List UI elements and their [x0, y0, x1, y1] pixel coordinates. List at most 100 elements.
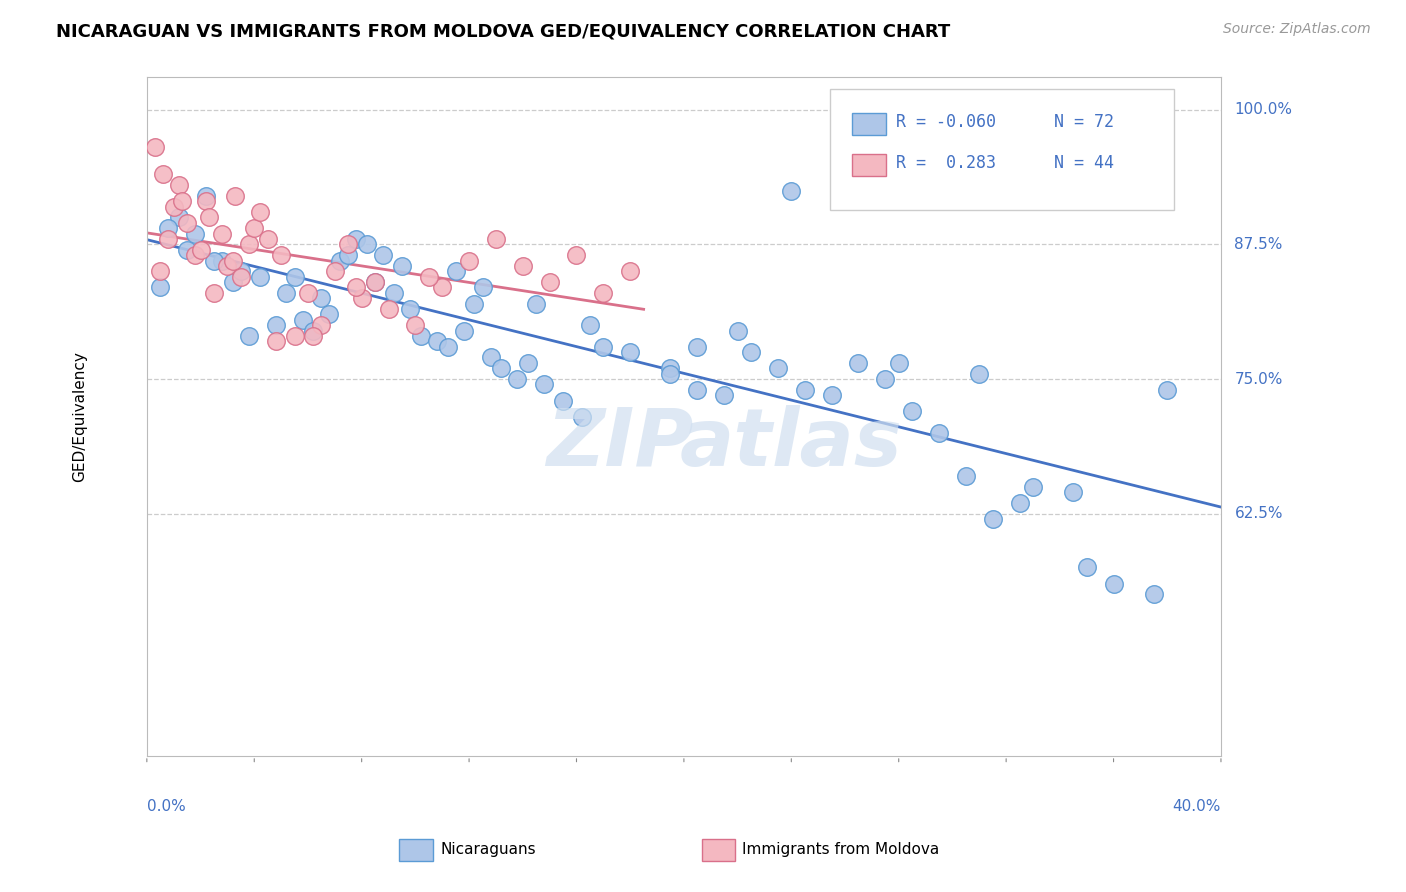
Point — [256, 232, 278, 246]
Point — [436, 340, 458, 354]
Point — [619, 345, 641, 359]
Point — [373, 248, 395, 262]
Point — [928, 425, 950, 440]
Point — [458, 253, 481, 268]
Point — [592, 285, 614, 300]
Point — [820, 388, 842, 402]
Text: R = -0.060: R = -0.060 — [896, 113, 995, 131]
Point — [311, 291, 333, 305]
Point — [167, 211, 190, 225]
Point — [190, 243, 212, 257]
Point — [157, 221, 180, 235]
Point — [297, 285, 319, 300]
Point — [981, 512, 1004, 526]
Point — [243, 221, 266, 235]
Point — [249, 205, 271, 219]
Point — [875, 372, 897, 386]
Point — [491, 361, 513, 376]
Point — [302, 324, 325, 338]
Text: Immigrants from Moldova: Immigrants from Moldova — [742, 842, 939, 856]
Point — [453, 324, 475, 338]
Text: 100.0%: 100.0% — [1234, 103, 1292, 117]
Point — [337, 237, 360, 252]
Text: ZIP: ZIP — [546, 405, 693, 483]
Point — [418, 269, 440, 284]
Point — [176, 243, 198, 257]
Text: NICARAGUAN VS IMMIGRANTS FROM MOLDOVA GED/EQUIVALENCY CORRELATION CHART: NICARAGUAN VS IMMIGRANTS FROM MOLDOVA GE… — [56, 22, 950, 40]
Point — [197, 211, 219, 225]
Point — [276, 285, 298, 300]
Point — [1102, 576, 1125, 591]
Point — [848, 356, 870, 370]
Text: Nicaraguans: Nicaraguans — [440, 842, 536, 856]
Point — [479, 351, 502, 365]
Point — [283, 329, 305, 343]
Point — [167, 178, 190, 193]
Text: atlas: atlas — [681, 405, 903, 483]
Point — [184, 227, 207, 241]
Text: N = 72: N = 72 — [1054, 113, 1115, 131]
Point — [887, 356, 910, 370]
Point — [249, 269, 271, 284]
Text: 40.0%: 40.0% — [1173, 799, 1220, 814]
Point — [152, 167, 174, 181]
Point — [318, 307, 340, 321]
Point — [1062, 485, 1084, 500]
Point — [329, 253, 352, 268]
Text: N = 44: N = 44 — [1054, 154, 1115, 172]
Text: Source: ZipAtlas.com: Source: ZipAtlas.com — [1223, 22, 1371, 37]
Text: R =  0.283: R = 0.283 — [896, 154, 995, 172]
Point — [727, 324, 749, 338]
Point — [302, 329, 325, 343]
Point — [211, 227, 233, 241]
Point — [399, 301, 422, 316]
Point — [163, 200, 186, 214]
Point — [686, 383, 709, 397]
Point — [149, 264, 172, 278]
Point — [1022, 480, 1045, 494]
Point — [1008, 496, 1031, 510]
Point — [194, 189, 217, 203]
Point — [264, 318, 287, 333]
Point — [512, 259, 534, 273]
Point — [538, 275, 561, 289]
Point — [143, 140, 166, 154]
Point — [1143, 587, 1166, 601]
Point — [444, 264, 467, 278]
Point — [579, 318, 602, 333]
Point — [1076, 560, 1098, 574]
Point — [377, 301, 399, 316]
Point — [238, 329, 260, 343]
Point — [901, 404, 924, 418]
Point — [382, 285, 405, 300]
Point — [202, 285, 225, 300]
Point — [404, 318, 426, 333]
Point — [323, 264, 346, 278]
Point — [229, 264, 252, 278]
Point — [291, 312, 314, 326]
Point — [364, 275, 387, 289]
Point — [471, 280, 494, 294]
Point — [766, 361, 789, 376]
Point — [619, 264, 641, 278]
Point — [217, 259, 239, 273]
Point — [222, 253, 245, 268]
Point — [517, 356, 540, 370]
Point — [463, 296, 485, 310]
Point — [565, 248, 588, 262]
Point — [740, 345, 762, 359]
Point — [202, 253, 225, 268]
Text: 75.0%: 75.0% — [1234, 371, 1282, 386]
Point — [409, 329, 432, 343]
Point — [157, 232, 180, 246]
Point — [224, 189, 246, 203]
Point — [311, 318, 333, 333]
Point — [686, 340, 709, 354]
Point — [506, 372, 529, 386]
Point — [391, 259, 413, 273]
Point — [551, 393, 574, 408]
Point — [356, 237, 378, 252]
Point — [149, 280, 172, 294]
Point — [533, 377, 555, 392]
Point — [270, 248, 292, 262]
